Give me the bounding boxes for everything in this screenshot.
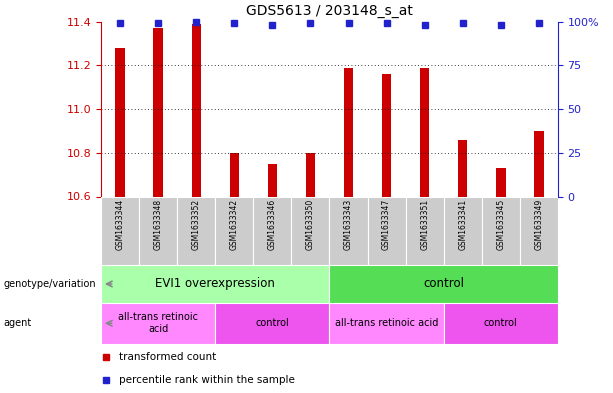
Bar [177,196,215,265]
Text: genotype/variation: genotype/variation [3,279,96,289]
Text: percentile rank within the sample: percentile rank within the sample [120,375,295,385]
Bar [444,303,558,344]
Text: GSM1633349: GSM1633349 [535,198,543,250]
Bar [496,168,506,196]
Bar [330,196,368,265]
Bar [420,68,429,196]
Text: EVI1 overexpression: EVI1 overexpression [155,277,275,290]
Text: all-trans retinoic
acid: all-trans retinoic acid [118,312,198,334]
Bar [191,24,201,196]
Text: GSM1633345: GSM1633345 [497,198,505,250]
Bar [215,196,253,265]
Title: GDS5613 / 203148_s_at: GDS5613 / 203148_s_at [246,4,413,18]
Text: GSM1633348: GSM1633348 [154,198,162,250]
Text: GSM1633341: GSM1633341 [458,198,467,250]
Bar [153,28,163,196]
Text: transformed count: transformed count [120,353,216,362]
Bar [215,303,330,344]
Bar [458,140,468,196]
Bar [306,153,315,196]
Text: GSM1633352: GSM1633352 [192,198,201,250]
Bar [534,131,544,196]
Bar [230,153,239,196]
Bar [330,303,444,344]
Text: agent: agent [3,318,31,328]
Text: control: control [256,318,289,328]
Bar [101,265,330,303]
Text: GSM1633343: GSM1633343 [344,198,353,250]
Bar [253,196,291,265]
Bar [444,196,482,265]
Bar [101,303,215,344]
Bar [330,265,558,303]
Bar [482,196,520,265]
Text: GSM1633344: GSM1633344 [116,198,124,250]
Text: GSM1633346: GSM1633346 [268,198,277,250]
Text: control: control [423,277,464,290]
Bar [344,68,353,196]
Text: all-trans retinoic acid: all-trans retinoic acid [335,318,438,328]
Bar [115,48,125,196]
Text: GSM1633342: GSM1633342 [230,198,239,250]
Text: GSM1633351: GSM1633351 [420,198,429,250]
Bar [268,164,277,196]
Bar [291,196,330,265]
Bar [101,196,139,265]
Bar [368,196,406,265]
Bar [406,196,444,265]
Text: GSM1633347: GSM1633347 [382,198,391,250]
Bar [382,74,391,196]
Bar [520,196,558,265]
Bar [139,196,177,265]
Text: GSM1633350: GSM1633350 [306,198,315,250]
Text: control: control [484,318,517,328]
